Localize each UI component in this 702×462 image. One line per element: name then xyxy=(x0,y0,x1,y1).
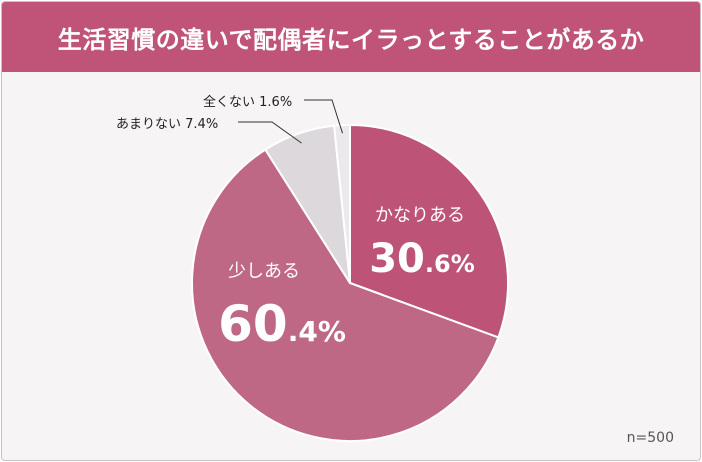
chart-title: 生活習慣の違いで配偶者にイラっとすることがあるか xyxy=(57,25,645,54)
callout-amari-nai: あまりない 7.4% xyxy=(116,117,218,132)
pie-slices xyxy=(191,123,509,442)
leader-line-amari-nai xyxy=(238,121,302,144)
slice-value-sukoshi-aru: 60.4% xyxy=(218,295,346,353)
pie-slice-mattaku-nai xyxy=(333,123,351,284)
slice-value-kanari-aru: 30.6% xyxy=(369,236,475,282)
callout-mattaku-nai: 全くない 1.6% xyxy=(203,94,292,110)
pie-slice-sukoshi-aru xyxy=(191,148,500,442)
callout-lines xyxy=(238,99,343,144)
slice-label-sukoshi-aru: 少しある xyxy=(228,261,300,282)
slice-label-kanari-aru: かなりある xyxy=(375,205,465,226)
pie-slice-kanari-aru xyxy=(349,123,509,339)
title-bar: 生活習慣の違いで配偶者にイラっとすることがあるか xyxy=(2,2,700,72)
leader-line-mattaku-nai xyxy=(304,99,343,134)
sample-size-note: n=500 xyxy=(626,430,674,446)
